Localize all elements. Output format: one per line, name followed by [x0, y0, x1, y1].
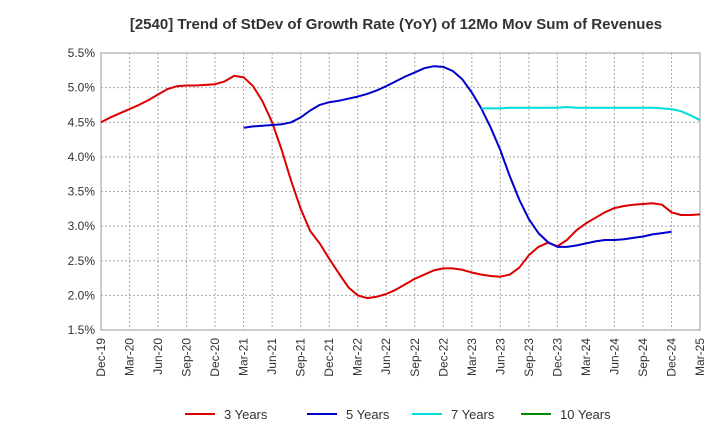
series-line-7-years [481, 106, 701, 122]
y-tick-label: 4.5% [68, 115, 96, 129]
x-tick-label: Mar-24 [579, 338, 593, 376]
y-tick-label: 4.0% [68, 150, 96, 164]
y-axis: 1.5% 2.0% 2.5% 3.0% 3.5% 4.0% 4.5% 5.0% 5.5% [68, 46, 96, 337]
x-tick-label: Mar-20 [123, 338, 137, 376]
x-tick-label: Dec-24 [664, 338, 678, 377]
x-tick-label: Mar-21 [237, 338, 251, 376]
x-tick-label: Sep-24 [636, 338, 650, 377]
legend-label: 10 Years [560, 407, 611, 422]
x-tick-label: Dec-21 [322, 338, 336, 377]
x-tick-label: Dec-20 [208, 338, 222, 377]
series-line-3-years [100, 74, 701, 300]
x-tick-label: Dec-23 [550, 338, 564, 377]
x-tick-label: Jun-24 [607, 338, 621, 375]
y-tick-label: 3.0% [68, 219, 96, 233]
x-tick-label: Jun-21 [265, 338, 279, 375]
legend-label: 3 Years [224, 407, 268, 422]
y-tick-label: 1.5% [68, 323, 96, 337]
legend: 3 Years 5 Years 7 Years 10 Years [185, 407, 611, 422]
x-tick-label: Sep-21 [294, 338, 308, 377]
x-tick-label: Jun-22 [379, 338, 393, 375]
series-line-5-years [243, 65, 672, 248]
x-tick-label: Mar-25 [693, 338, 707, 376]
x-tick-label: Mar-23 [465, 338, 479, 376]
y-tick-label: 2.0% [68, 288, 96, 302]
y-tick-label: 3.5% [68, 185, 96, 199]
x-tick-label: Sep-22 [408, 338, 422, 377]
series-group [100, 65, 701, 300]
x-tick-label: Mar-22 [351, 338, 365, 376]
x-tick-label: Dec-22 [436, 338, 450, 377]
y-tick-label: 2.5% [68, 254, 96, 268]
legend-label: 7 Years [451, 407, 495, 422]
x-tick-label: Jun-23 [493, 338, 507, 375]
x-tick-label: Dec-19 [94, 338, 108, 377]
legend-label: 5 Years [346, 407, 390, 422]
y-tick-label: 5.5% [68, 46, 96, 60]
x-tick-label: Sep-20 [180, 338, 194, 377]
x-tick-label: Jun-20 [151, 338, 165, 375]
y-tick-label: 5.0% [68, 81, 96, 95]
chart-title: [2540] Trend of StDev of Growth Rate (Yo… [130, 16, 662, 33]
x-axis: Dec-19 Mar-20 Jun-20 Sep-20 Dec-20 Mar-21 Jun-… [94, 338, 707, 377]
x-tick-label: Sep-23 [522, 338, 536, 377]
plot-area [100, 52, 701, 331]
